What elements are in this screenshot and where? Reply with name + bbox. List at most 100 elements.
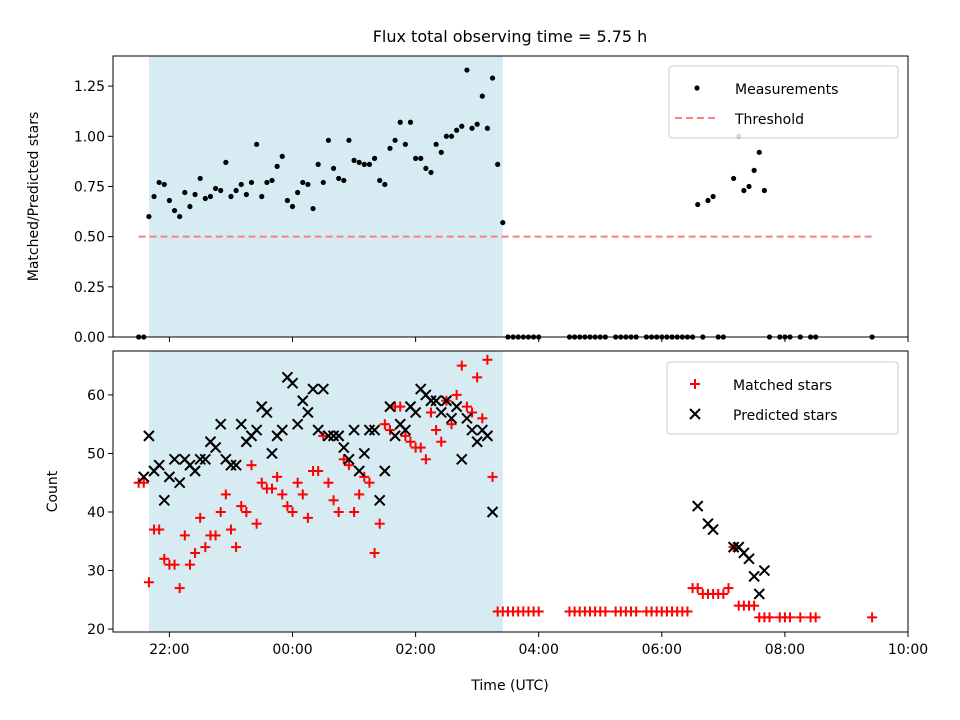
x-stroke: [199, 453, 212, 466]
x-stroke: [384, 400, 396, 413]
matched-point: [231, 542, 242, 553]
predicted-point: [692, 500, 704, 512]
measurement-point: [177, 213, 183, 220]
predicted-point: [199, 453, 212, 466]
matched-point: [287, 506, 298, 517]
matched-point: [456, 360, 467, 371]
x-stroke: [312, 424, 324, 436]
measurement-point: [295, 189, 301, 196]
top-shaded-span: [148, 56, 503, 337]
x-stroke: [368, 424, 381, 436]
x-stroke: [358, 447, 371, 460]
measurement-point: [264, 179, 270, 186]
predicted-point: [486, 506, 499, 518]
predicted-point: [358, 447, 371, 460]
matched-point: [138, 477, 149, 488]
measurement-point: [695, 201, 701, 208]
measurement-point: [197, 175, 203, 182]
measurement-point: [479, 93, 485, 99]
x-stroke: [727, 541, 740, 553]
x-stroke: [374, 494, 386, 506]
y-tick-label: 1.00: [74, 129, 105, 145]
measurement-point: [371, 155, 378, 161]
measurement-point: [443, 133, 449, 139]
matched-point: [323, 477, 334, 488]
x-stroke: [220, 453, 232, 466]
predicted-point: [363, 424, 376, 436]
x-stroke: [189, 465, 201, 477]
predicted-point: [312, 424, 324, 436]
matched-point: [682, 606, 693, 617]
measurements-series: [136, 67, 875, 340]
measurement-point: [351, 157, 357, 163]
matched-point: [236, 501, 247, 512]
x-stroke: [420, 389, 432, 401]
matched-point: [600, 606, 611, 617]
predicted-point: [758, 564, 771, 577]
legend-label: Matched stars: [733, 378, 832, 394]
x-stroke: [471, 436, 483, 448]
matched-point: [472, 372, 483, 383]
measurement-point: [228, 193, 234, 200]
matched-point: [749, 600, 760, 611]
y-tick-label: 50: [87, 446, 105, 462]
predicted-point: [461, 412, 473, 425]
matched-point: [451, 389, 462, 400]
x-stroke: [225, 459, 237, 471]
x-stroke: [394, 418, 406, 430]
measurement-point: [274, 163, 280, 169]
measurement-point: [454, 127, 460, 133]
measurement-point: [387, 145, 393, 151]
x-stroke: [758, 564, 771, 577]
matched-point: [631, 606, 642, 617]
y-tick-label: 40: [87, 505, 105, 521]
x-stroke: [379, 465, 391, 477]
x-stroke: [250, 424, 263, 436]
predicted-point: [466, 424, 478, 436]
measurement-point: [500, 219, 506, 226]
x-stroke: [153, 459, 165, 471]
predicted-point: [481, 430, 494, 442]
x-stroke: [302, 406, 314, 419]
measurement-point: [423, 165, 429, 171]
x-stroke: [743, 553, 755, 565]
predicted-point: [338, 441, 350, 454]
predicted-point: [209, 441, 222, 454]
measurement-point: [279, 153, 285, 159]
matched-point: [436, 436, 447, 447]
x-tick-label: 22:00: [149, 642, 189, 658]
measurement-point: [474, 121, 480, 127]
measurement-point: [238, 181, 244, 188]
predicted-point: [727, 541, 740, 553]
measurement-point: [438, 149, 444, 155]
measurement-point: [146, 213, 152, 220]
predicted-point: [215, 418, 227, 430]
matched-point: [297, 489, 308, 500]
matched-point: [251, 518, 262, 529]
matched-point: [174, 583, 185, 594]
matched-point: [764, 612, 775, 623]
predicted-point: [138, 471, 150, 483]
measurement-point: [418, 155, 424, 161]
x-stroke: [363, 424, 376, 436]
measurement-point: [187, 203, 193, 210]
measurement-point: [459, 123, 465, 129]
measurement-point: [269, 177, 275, 184]
measurement-point: [366, 161, 373, 167]
x-stroke: [179, 453, 191, 466]
measurement-point: [741, 187, 747, 194]
predicted-point: [425, 395, 437, 407]
predicted-point: [163, 471, 176, 483]
predicted-point: [409, 406, 422, 419]
x-stroke: [338, 441, 350, 454]
predicted-stars-series: [138, 371, 771, 600]
predicted-point: [743, 553, 755, 565]
bottom-shaded-span: [148, 351, 503, 632]
predicted-point: [471, 436, 483, 448]
matched-point: [374, 518, 385, 529]
x-tick-label: 04:00: [519, 642, 559, 658]
predicted-point: [430, 395, 442, 407]
figure-title: Flux total observing time = 5.75 h: [373, 27, 648, 46]
matched-point: [267, 483, 277, 494]
x-stroke: [163, 471, 176, 483]
